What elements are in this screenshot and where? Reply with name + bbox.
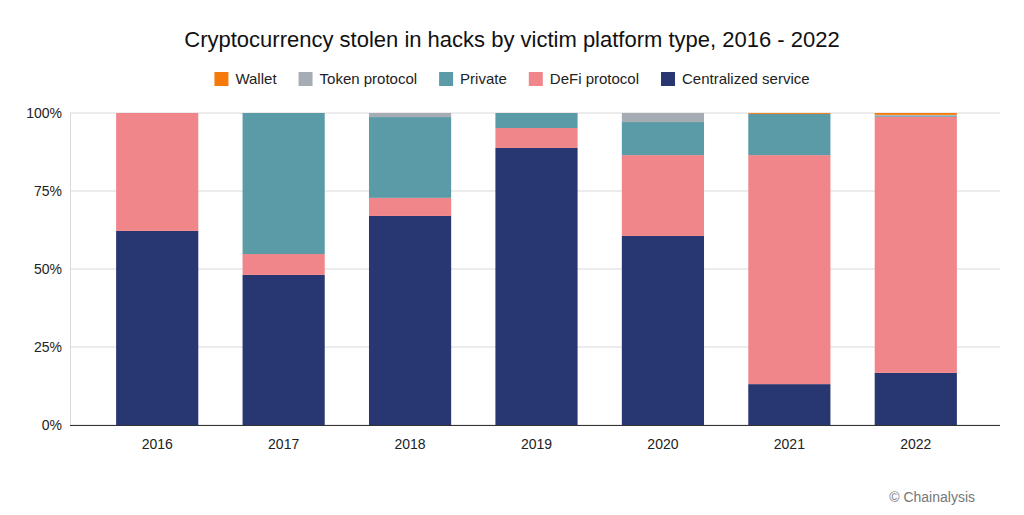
bar-segment [116, 113, 198, 114]
y-tick: 0% [42, 417, 70, 433]
y-tick-label: 25% [34, 339, 62, 355]
x-tick-label: 2016 [142, 436, 173, 452]
bar-segment [875, 373, 957, 425]
legend-item: Token protocol [299, 70, 418, 87]
bar-segment [495, 128, 577, 148]
source: © Chainalysis [889, 489, 975, 505]
bar-segment [243, 113, 325, 254]
legend-swatch [529, 72, 543, 86]
bar-segment [875, 113, 957, 115]
legend-label: Token protocol [320, 70, 418, 87]
legend-swatch [214, 72, 228, 86]
x-tick: 2018 [394, 436, 425, 452]
bar-segment [369, 117, 451, 198]
legend-label: Private [460, 70, 507, 87]
legend-swatch [299, 72, 313, 86]
bar-segment [622, 155, 704, 236]
x-tick: 2022 [900, 436, 931, 452]
bar-segment [369, 113, 451, 117]
bar-segment [116, 231, 198, 425]
bar-segment [495, 113, 577, 114]
bar-segment [116, 113, 198, 114]
grid [70, 113, 1000, 425]
bar-segment [369, 113, 451, 114]
legend-item: Private [439, 70, 507, 87]
x-tick: 2020 [647, 436, 678, 452]
x-tick-label: 2019 [521, 436, 552, 452]
bar-segment [243, 275, 325, 425]
y-axis: 0% 25% 50% 75% 100% [26, 105, 70, 433]
bar-segment [748, 155, 830, 384]
bar-segment [622, 113, 704, 114]
legend-swatch [661, 72, 675, 86]
legend-swatch [439, 72, 453, 86]
x-tick: 2019 [521, 436, 552, 452]
y-tick-label: 50% [34, 261, 62, 277]
bar-segment [495, 113, 577, 114]
bar-segment [622, 236, 704, 425]
legend-item: Wallet [214, 70, 277, 87]
bar-segment [748, 113, 830, 114]
y-tick-label: 75% [34, 183, 62, 199]
x-axis-line [70, 425, 1000, 426]
y-tick-label: 0% [42, 417, 62, 433]
legend-label: Centralized service [682, 70, 810, 87]
x-tick: 2021 [774, 436, 805, 452]
bar-segment [622, 113, 704, 122]
bar-segment [116, 113, 198, 231]
bar-segment [748, 113, 830, 114]
x-tick-label: 2020 [647, 436, 678, 452]
bar-segment [369, 216, 451, 425]
legend-label: DeFi protocol [550, 70, 639, 87]
x-tick: 2016 [142, 436, 173, 452]
x-tick-label: 2017 [268, 436, 299, 452]
y-axis-line [70, 114, 71, 426]
bar-segment [748, 384, 830, 425]
title: Cryptocurrency stolen in hacks by victim… [184, 27, 839, 52]
bar-segment [243, 254, 325, 275]
bar-segment [875, 115, 957, 117]
x-tick-label: 2021 [774, 436, 805, 452]
y-tick: 100% [26, 105, 70, 121]
bar-segment [622, 122, 704, 155]
bar-segment [243, 113, 325, 114]
y-tick: 25% [34, 339, 70, 355]
x-tick-label: 2018 [394, 436, 425, 452]
bar-segment [495, 148, 577, 425]
bar-segment [875, 117, 957, 373]
y-tick-label: 100% [26, 105, 62, 121]
legend-label: Wallet [235, 70, 277, 87]
bar-segment [116, 113, 198, 114]
y-tick: 75% [34, 183, 70, 199]
bar-segment [748, 114, 830, 155]
legend-item: DeFi protocol [529, 70, 639, 87]
x-tick: 2017 [268, 436, 299, 452]
bars [116, 113, 957, 425]
chart: Cryptocurrency stolen in hacks by victim… [0, 0, 1024, 515]
bar-segment [495, 113, 577, 128]
legend: Wallet Token protocol Private DeFi protocol… [214, 70, 809, 87]
bar-segment [243, 113, 325, 114]
x-axis: 2016 2017 2018 2019 2020 2021 2022 [70, 426, 1000, 452]
x-tick-label: 2022 [900, 436, 931, 452]
legend-item: Centralized service [661, 70, 810, 87]
bar-segment [369, 198, 451, 216]
y-tick: 50% [34, 261, 70, 277]
